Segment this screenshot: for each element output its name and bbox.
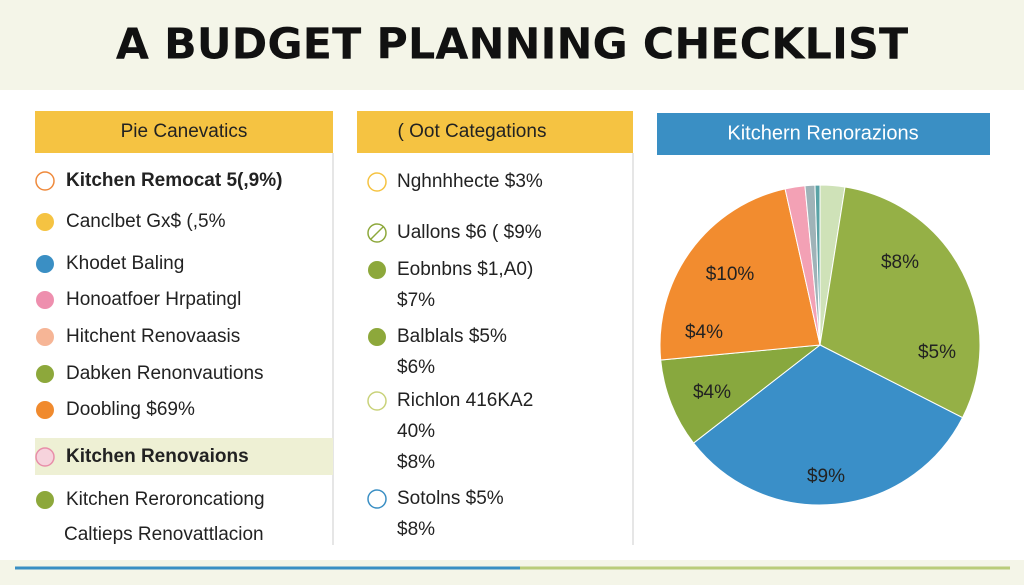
middle-heading: ( Oot Categations <box>398 121 547 142</box>
left-heading: Pie Canevatics <box>121 121 248 142</box>
pie-label: $9% <box>807 466 845 487</box>
pie-slice <box>692 344 964 506</box>
marker <box>367 391 387 411</box>
middle-item: $8% <box>397 519 435 540</box>
middle-item: Balblals $5% <box>397 326 507 347</box>
marker <box>35 171 55 191</box>
pie-label: $4% <box>693 382 731 403</box>
left-item: Khodet Baling <box>66 253 184 274</box>
pie-slice <box>814 184 821 346</box>
pie-label: $8% <box>881 252 919 273</box>
middle-item: Nghnhhecte $3% <box>397 171 543 192</box>
left-header <box>35 111 333 153</box>
middle-header <box>357 111 633 153</box>
marker <box>367 172 387 192</box>
middle-item: $6% <box>397 357 435 378</box>
left-item: Hitchent Renovaasis <box>66 326 240 347</box>
marker <box>370 226 384 240</box>
pie-label: $5% <box>918 342 956 363</box>
highlight-row <box>35 438 333 475</box>
pie-label: $10% <box>706 264 755 285</box>
middle-item: 40% <box>397 421 435 442</box>
marker <box>36 491 54 509</box>
marker <box>367 489 387 509</box>
left-item: Honoatfoer Hrpatingl <box>66 289 241 310</box>
left-item: Canclbet Gx$ (,5% <box>66 211 226 232</box>
right-heading: Kitchern Renorazions <box>727 122 918 144</box>
marker <box>368 328 386 346</box>
marker <box>36 291 54 309</box>
right-header <box>657 113 990 155</box>
left-item: Kitchen Remocat 5(,9%) <box>66 170 282 191</box>
marker <box>36 365 54 383</box>
pie-label: $4% <box>685 322 723 343</box>
left-item: Dabken Renonvautions <box>66 363 264 384</box>
marker <box>35 447 55 467</box>
marker <box>36 401 54 419</box>
title: A BUDGET PLANNING CHECKLIST <box>116 20 909 70</box>
middle-item: Eobnbns $1,A0) <box>397 259 533 280</box>
middle-item: $7% <box>397 290 435 311</box>
marker <box>36 255 54 273</box>
left-item: Doobling $69% <box>66 399 195 420</box>
middle-item: $8% <box>397 452 435 473</box>
pie-slice <box>660 344 822 444</box>
middle-item: Sotolns $5% <box>397 488 504 509</box>
middle-item: Richlon 416KA2 <box>397 390 533 411</box>
left-item: Kitchen Renovaions <box>66 446 249 467</box>
left-item: Caltieps Renovattlacion <box>64 524 264 545</box>
pie-slice <box>819 186 981 419</box>
pie-slice <box>659 188 821 361</box>
middle-item: Uallons $6 ( $9% <box>397 222 542 243</box>
marker <box>36 213 54 231</box>
marker <box>368 261 386 279</box>
marker <box>36 328 54 346</box>
left-item: Kitchen Reroroncationg <box>66 489 265 510</box>
